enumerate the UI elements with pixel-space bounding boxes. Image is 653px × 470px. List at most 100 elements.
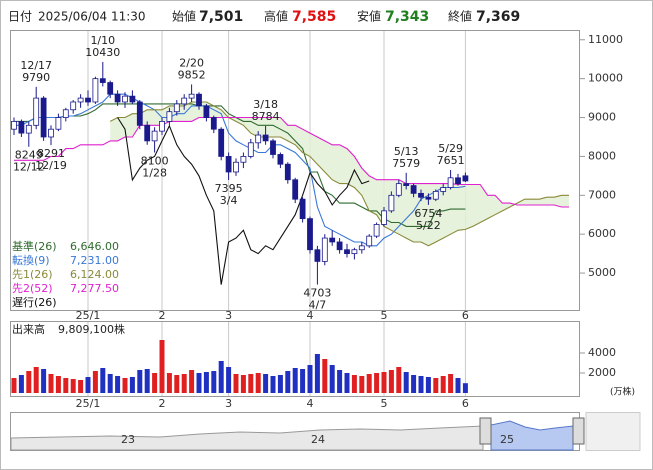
candle-body [403,183,410,186]
candle-body [388,194,395,212]
candle-body [344,249,350,255]
navigator-handle-right[interactable] [572,417,585,445]
volume-title: 出来高 [12,322,45,336]
annotation-value: 4703 [303,287,331,300]
candle-body [77,97,84,103]
candle-body [18,121,25,134]
annotation-date: 12/19 [35,159,67,172]
indicator-line [14,93,466,247]
candle-body [11,121,17,130]
volume-bar [255,373,261,393]
navigator-history [10,425,484,451]
legend-name: 基準(26) [12,239,57,253]
indicator-line [117,117,370,285]
candle-body [225,156,232,173]
volume-bar [425,377,431,393]
annotation-value: 6754 [414,207,442,220]
annotation-value: 8100 [141,155,169,168]
volume-bar [314,354,320,393]
header-open-label: 始値 [172,9,196,24]
candle-body [92,78,99,103]
candle-body [129,95,136,103]
volume-bar [18,375,24,393]
volume-bar [196,373,202,393]
candle-body [373,224,380,237]
volume-bar [92,371,98,393]
header-low-label: 安値 [357,9,381,24]
candle-body [144,124,151,142]
header-datetime: 2025/06/04 11:30 [38,10,146,24]
navigator-label: 25 [500,433,514,446]
indicator-line [109,101,569,247]
legend-name: 先1(26) [12,268,53,281]
annotation-date: 12/12 [13,161,45,174]
navigator-handle-left[interactable] [479,417,492,445]
legend-value: 7,277.50 [70,282,119,295]
volume-bar [166,373,172,393]
annotation-date: 2/20 [179,56,204,69]
candle-body [159,121,165,132]
candle-body [395,183,402,196]
volume-bar [107,374,113,393]
annotation-value: 8291 [37,147,65,160]
annotation-value: 10430 [85,46,120,59]
volume-bar [292,368,298,393]
volume-bar [115,376,121,393]
scrollbar[interactable] [585,412,641,451]
candle-body [62,109,69,118]
candle-body [262,134,269,142]
candle-body [447,177,454,188]
y-tick-label: 4000 [588,346,616,359]
volume-bar [100,368,106,393]
volume-value: 9,809,100株 [58,322,125,336]
y-tick-label: 8000 [588,149,616,162]
volume-bar [233,374,239,393]
candle-body [99,78,106,83]
volume-bar [203,372,209,393]
header-high: 7,585 [292,9,336,25]
x-tick-label: 4 [307,309,314,322]
annotation-value: 8784 [252,110,280,123]
volume-bar [337,370,343,393]
volume-bar [374,373,380,393]
volume-bar [248,374,254,393]
candle-body [181,97,188,105]
candle-body [188,93,195,99]
volume-bar [351,375,357,393]
volume-bar [181,374,187,393]
volume-bar [322,359,328,393]
candle-body [418,192,424,198]
volume-bar [144,369,150,393]
candle-body [196,93,202,107]
candle-body [314,249,321,262]
volume-bar [277,375,283,393]
volume-bar [189,370,195,393]
volume-bar [55,376,61,393]
candle-body [299,198,306,220]
candle-body [455,177,461,185]
navigator[interactable] [10,412,641,451]
volume-bar [152,373,158,393]
y-tick-label: 7000 [588,188,616,201]
candle-body [329,237,336,243]
candle-body [166,111,173,122]
volume-bar [263,374,269,393]
annotation-value: 9790 [22,71,50,84]
indicator-line [14,116,569,208]
volume-bar [11,378,17,393]
volume-bar [70,379,76,393]
candle-body [70,101,77,111]
volume-bar [41,369,47,393]
candle-body [25,124,32,134]
candle-body [173,103,180,113]
candle-body [284,163,291,181]
x-tick-label: 6 [462,309,469,322]
volume-bar [137,370,143,393]
candle-body [321,237,328,262]
ichimoku-cloud [110,101,569,246]
annotation-date: 4/7 [309,299,327,312]
volume-bar [174,375,180,393]
y-tick-label: 11000 [588,33,623,46]
header-open: 7,501 [199,9,243,25]
